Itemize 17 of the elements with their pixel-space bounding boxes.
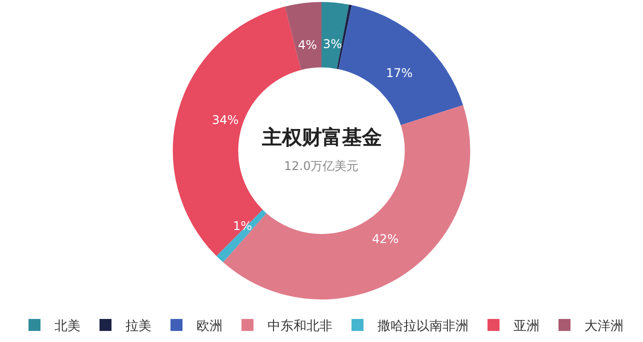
donut-slice (284, 2, 322, 70)
data-label: 34% (212, 113, 239, 127)
text: 主权财富基金 (261, 125, 382, 149)
donut-slice (322, 2, 350, 69)
data-label: 4% (298, 38, 318, 52)
data-label: 3% (323, 37, 342, 51)
text: 12.0万亿美元 (284, 159, 359, 173)
data-label: 17% (386, 66, 413, 80)
legend-label: 中东和北非 (268, 319, 332, 334)
legend-label: 北美 (54, 318, 80, 334)
legend-label: 拉美 (126, 318, 152, 334)
legend-label: 亚洲 (514, 319, 540, 334)
data-label: 42% (372, 232, 399, 246)
legend-label: 欧洲 (196, 319, 222, 334)
donut-slice (216, 210, 266, 262)
legend-label: 大洋洲 (584, 319, 624, 334)
legend-label: 撒哈拉以南非洲 (378, 319, 468, 334)
